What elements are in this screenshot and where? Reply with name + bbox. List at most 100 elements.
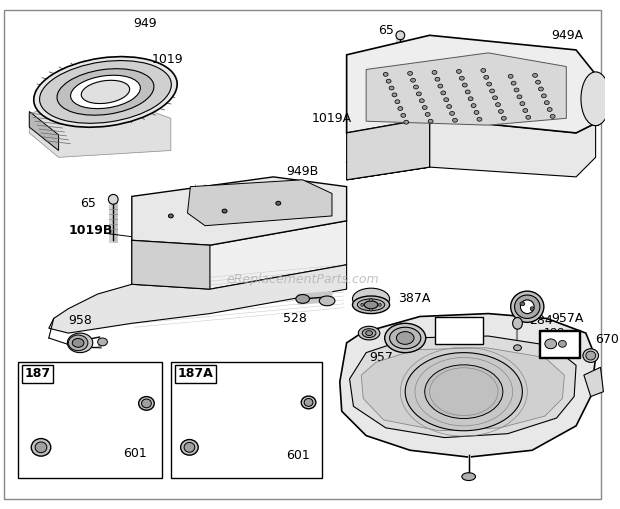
Ellipse shape — [441, 91, 446, 95]
Ellipse shape — [97, 338, 107, 346]
Ellipse shape — [559, 341, 566, 347]
Ellipse shape — [453, 118, 458, 122]
Ellipse shape — [389, 86, 394, 90]
Text: 972: 972 — [447, 324, 471, 336]
Bar — [17, 362, 162, 477]
Ellipse shape — [384, 323, 426, 353]
Ellipse shape — [536, 80, 541, 84]
Text: 957: 957 — [369, 351, 392, 364]
Ellipse shape — [513, 318, 523, 329]
Ellipse shape — [404, 120, 409, 124]
Ellipse shape — [511, 81, 516, 85]
Ellipse shape — [495, 103, 500, 106]
Ellipse shape — [408, 71, 412, 75]
Polygon shape — [347, 118, 596, 180]
Ellipse shape — [526, 116, 531, 119]
Ellipse shape — [459, 76, 464, 80]
Ellipse shape — [425, 365, 503, 418]
Text: 65: 65 — [378, 24, 394, 37]
Ellipse shape — [370, 308, 373, 311]
Ellipse shape — [456, 69, 461, 73]
Bar — [540, 331, 579, 356]
Text: 187: 187 — [24, 367, 51, 380]
Ellipse shape — [361, 303, 364, 306]
Ellipse shape — [296, 295, 309, 303]
Text: 601: 601 — [286, 448, 309, 462]
Ellipse shape — [422, 105, 427, 109]
Ellipse shape — [276, 201, 281, 205]
Ellipse shape — [435, 77, 440, 81]
Ellipse shape — [180, 440, 198, 455]
Ellipse shape — [511, 291, 544, 322]
Ellipse shape — [520, 102, 525, 105]
Ellipse shape — [57, 69, 154, 115]
Ellipse shape — [586, 351, 596, 360]
Ellipse shape — [487, 82, 492, 86]
Ellipse shape — [184, 442, 195, 452]
Ellipse shape — [468, 97, 473, 101]
Ellipse shape — [370, 298, 373, 301]
Text: 187A: 187A — [178, 367, 213, 380]
Polygon shape — [361, 348, 564, 431]
Ellipse shape — [550, 115, 555, 118]
Ellipse shape — [396, 31, 405, 40]
Ellipse shape — [398, 106, 403, 110]
Ellipse shape — [444, 98, 449, 102]
Text: 528: 528 — [283, 312, 307, 325]
Ellipse shape — [73, 338, 84, 347]
Ellipse shape — [498, 109, 503, 114]
Ellipse shape — [539, 87, 543, 91]
Ellipse shape — [383, 72, 388, 76]
Ellipse shape — [40, 61, 171, 123]
Ellipse shape — [357, 299, 384, 310]
Ellipse shape — [493, 96, 497, 100]
Ellipse shape — [364, 301, 378, 308]
Polygon shape — [340, 314, 596, 457]
Ellipse shape — [520, 300, 534, 314]
Ellipse shape — [533, 73, 538, 77]
Ellipse shape — [520, 302, 525, 306]
Ellipse shape — [68, 335, 88, 351]
Ellipse shape — [362, 329, 376, 337]
Ellipse shape — [419, 99, 424, 103]
Ellipse shape — [222, 209, 227, 213]
Text: 601: 601 — [123, 447, 146, 460]
Text: 949B: 949B — [286, 165, 319, 179]
Text: 353: 353 — [391, 327, 414, 340]
Ellipse shape — [428, 119, 433, 123]
Polygon shape — [347, 118, 430, 180]
Polygon shape — [132, 221, 347, 289]
Ellipse shape — [432, 70, 437, 74]
Ellipse shape — [513, 345, 521, 351]
Polygon shape — [187, 180, 332, 225]
Polygon shape — [29, 111, 58, 151]
Text: 949A: 949A — [552, 29, 584, 42]
Text: eReplacementParts.com: eReplacementParts.com — [226, 273, 379, 286]
Ellipse shape — [547, 107, 552, 111]
Ellipse shape — [523, 108, 528, 112]
Ellipse shape — [81, 80, 130, 103]
Ellipse shape — [386, 79, 391, 83]
Text: 387A: 387A — [399, 293, 431, 305]
Text: 188: 188 — [544, 328, 565, 338]
Ellipse shape — [477, 117, 482, 121]
Text: 949: 949 — [133, 17, 156, 30]
Polygon shape — [366, 53, 566, 125]
Bar — [539, 330, 580, 357]
Ellipse shape — [108, 194, 118, 204]
Ellipse shape — [446, 105, 451, 108]
Ellipse shape — [583, 349, 598, 362]
Bar — [171, 362, 322, 477]
Polygon shape — [132, 240, 210, 289]
Ellipse shape — [508, 74, 513, 78]
Ellipse shape — [353, 288, 389, 309]
Ellipse shape — [465, 90, 470, 94]
Ellipse shape — [481, 69, 485, 72]
Text: 1019B: 1019B — [68, 224, 113, 237]
Ellipse shape — [438, 84, 443, 88]
Text: 957A: 957A — [552, 312, 584, 325]
Ellipse shape — [544, 101, 549, 105]
Ellipse shape — [514, 88, 519, 92]
Ellipse shape — [502, 117, 507, 120]
Ellipse shape — [139, 397, 154, 410]
